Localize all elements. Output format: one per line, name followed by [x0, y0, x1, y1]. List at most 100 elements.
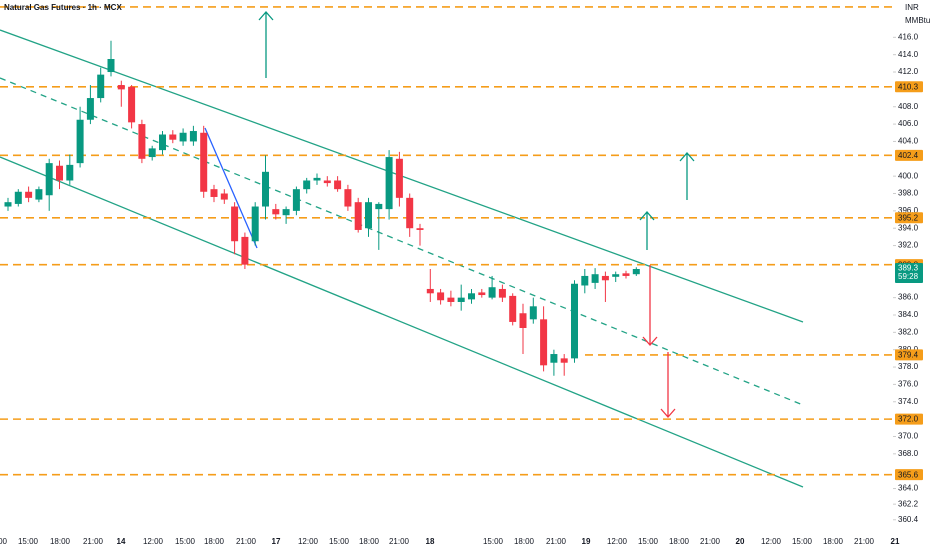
- level-label: 402.4: [898, 151, 919, 160]
- candle-body: [323, 180, 331, 184]
- level-label: 410.3: [898, 82, 919, 91]
- candle-body: [86, 98, 94, 120]
- candle-body: [45, 163, 53, 196]
- candle-body: [14, 191, 22, 204]
- candle-body: [169, 134, 177, 140]
- arrow-up: [679, 152, 695, 200]
- level-label: 395.2: [898, 213, 919, 222]
- x-tick-label: 18:00: [669, 537, 690, 546]
- candle-body: [601, 275, 609, 281]
- candle-body: [128, 86, 136, 123]
- x-tick-label: 21:00: [546, 537, 567, 546]
- y-tick-label: 382.0: [898, 327, 919, 336]
- level-label: 372.0: [898, 415, 919, 424]
- candle-body: [560, 358, 568, 363]
- candle-body: [179, 132, 187, 142]
- x-tick-label: 15:00: [18, 537, 39, 546]
- candle-body: [210, 189, 218, 197]
- y-tick-label: 370.0: [898, 432, 919, 441]
- y-tick-label: 364.0: [898, 484, 919, 493]
- x-tick-label: 20: [736, 537, 745, 546]
- candle-body: [509, 295, 517, 322]
- x-tick-label: 14: [117, 537, 126, 546]
- candle-body: [282, 209, 290, 216]
- y-tick-label: 414.0: [898, 50, 919, 59]
- y-tick-label: 396.0: [898, 206, 919, 215]
- candle-body: [25, 191, 33, 198]
- candle-body: [97, 74, 105, 99]
- plot-area: [0, 6, 893, 488]
- candle-body: [292, 189, 300, 211]
- x-tick-label: 18:00: [204, 537, 225, 546]
- x-tick-label: 21: [891, 537, 900, 546]
- arrow-up: [258, 11, 274, 78]
- y-tick-label: 404.0: [898, 137, 919, 146]
- channel-middle: [0, 77, 804, 406]
- candle-body: [591, 274, 599, 283]
- candle-body: [632, 269, 640, 275]
- candle-body: [56, 165, 63, 181]
- y-tick-label: 398.0: [898, 189, 919, 198]
- candle-body: [107, 59, 115, 73]
- candle-body: [406, 197, 414, 229]
- y-tick-label: 394.0: [898, 223, 919, 232]
- candle-body: [447, 297, 455, 302]
- x-tick-label: 21:00: [700, 537, 721, 546]
- candle-body: [231, 206, 239, 242]
- level-tag: [895, 349, 923, 361]
- y-tick-label: 406.0: [898, 119, 919, 128]
- candle-body: [138, 124, 146, 159]
- candle-body: [416, 228, 424, 230]
- candle-body: [375, 203, 383, 210]
- candle-body: [622, 273, 630, 276]
- candle-body: [148, 148, 156, 158]
- candle-body: [478, 292, 486, 296]
- x-tick-label: 12:00: [761, 537, 782, 546]
- level-tag: [895, 413, 923, 425]
- x-tick-label: 19: [582, 537, 591, 546]
- trend-line: [204, 127, 258, 249]
- x-tick-label: 15:00: [792, 537, 813, 546]
- x-tick-label: 15:00: [638, 537, 659, 546]
- x-tick-label: 21:00: [83, 537, 104, 546]
- x-tick-label: 12:00: [607, 537, 628, 546]
- channel-lower: [0, 156, 804, 488]
- candle-body: [66, 164, 74, 181]
- candle-body: [200, 132, 208, 192]
- candle-body: [241, 236, 249, 265]
- candle-body: [581, 275, 589, 286]
- candle-body: [303, 180, 311, 190]
- arrow-down: [642, 265, 658, 346]
- x-tick-label: 18: [426, 537, 435, 546]
- candle-body: [220, 193, 228, 200]
- x-tick-label: 12:00: [0, 537, 8, 546]
- x-tick-label: 18:00: [514, 537, 535, 546]
- candle-body: [426, 288, 434, 294]
- y-tick-label: 400.0: [898, 171, 919, 180]
- y-tick-label: 360.4: [898, 515, 919, 524]
- y-tick-label: 408.0: [898, 102, 919, 111]
- y-tick-label: 362.2: [898, 499, 919, 508]
- currency: INR: [905, 3, 919, 12]
- countdown: 59:28: [898, 272, 919, 281]
- y-tick-label: 376.0: [898, 380, 919, 389]
- candle-body: [395, 158, 403, 198]
- y-tick-label: 374.0: [898, 397, 919, 406]
- y-tick-label: 368.0: [898, 449, 919, 458]
- y-tick-label: 380.0: [898, 345, 919, 354]
- x-tick-label: 18:00: [823, 537, 844, 546]
- y-tick-label: 386.0: [898, 293, 919, 302]
- candle-body: [189, 131, 197, 142]
- x-tick-label: 12:00: [298, 537, 319, 546]
- candle-body: [468, 293, 475, 300]
- chart-title: Natural Gas Futures · 1h · MCX: [4, 3, 122, 12]
- level-label: 379.4: [898, 351, 919, 360]
- y-tick-label: 412.0: [898, 67, 919, 76]
- x-tick-label: 15:00: [483, 537, 504, 546]
- candle-body: [35, 189, 43, 200]
- candle-body: [540, 319, 548, 366]
- arrows: [258, 11, 695, 418]
- candle-body: [385, 157, 393, 210]
- x-tick-label: 21:00: [389, 537, 410, 546]
